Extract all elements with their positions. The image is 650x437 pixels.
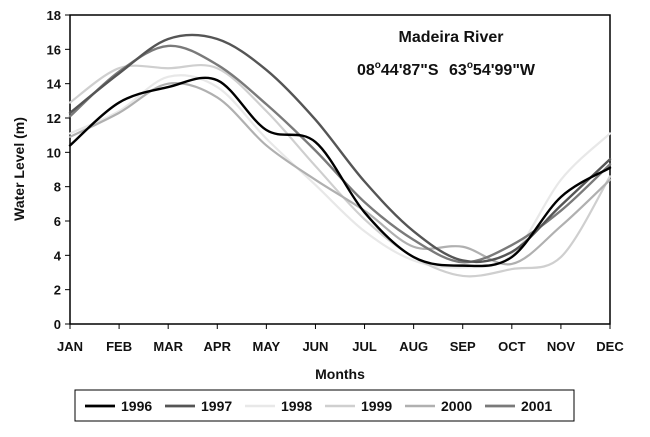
legend-label-1999: 1999 — [361, 398, 392, 414]
y-tick-label: 4 — [54, 248, 62, 263]
series-line-1998 — [68, 74, 612, 269]
coord-lon-minutes: 54'99"W — [473, 62, 536, 79]
coordinates-annotation: 08o44'87"S 63o54'99"W — [357, 60, 536, 79]
legend-label-2000: 2000 — [441, 398, 472, 414]
y-axis: 0 2 4 6 8 10 12 14 16 18 — [47, 8, 70, 332]
legend-label-1996: 1996 — [121, 398, 152, 414]
legend-label-1997: 1997 — [201, 398, 232, 414]
coord-lat-degrees: 08 — [357, 62, 375, 79]
x-tick-label: SEP — [450, 339, 476, 354]
plot-area — [69, 14, 611, 325]
coord-lon-degree-sign: o — [467, 60, 473, 71]
x-axis-title: Months — [315, 366, 365, 382]
river-name-annotation: Madeira River — [399, 29, 504, 46]
x-tick-label: MAY — [253, 339, 281, 354]
x-tick-label: APR — [204, 339, 232, 354]
y-tick-label: 16 — [47, 42, 61, 57]
y-axis-title: Water Level (m) — [11, 117, 27, 221]
x-tick-label: DEC — [596, 339, 624, 354]
y-tick-label: 8 — [54, 180, 61, 195]
x-tick-label: AUG — [399, 339, 428, 354]
y-tick-label: 12 — [47, 111, 61, 126]
x-tick-label: OCT — [498, 339, 526, 354]
series-line-2001 — [68, 44, 612, 264]
coord-lat-degree-sign: o — [375, 60, 381, 71]
series-line-1997 — [68, 33, 612, 264]
y-tick-label: 0 — [54, 317, 61, 332]
coord-lat-minutes: 44'87"S — [381, 62, 439, 79]
coord-lon-degrees: 63 — [449, 62, 467, 79]
series-line-1999 — [68, 63, 612, 278]
x-tick-label: JAN — [57, 339, 83, 354]
y-tick-label: 18 — [47, 8, 61, 23]
x-tick-label: FEB — [106, 339, 132, 354]
series-lines — [68, 33, 612, 278]
y-tick-label: 14 — [47, 77, 62, 92]
y-tick-label: 2 — [54, 283, 61, 298]
legend-label-1998: 1998 — [281, 398, 312, 414]
legend-label-2001: 2001 — [521, 398, 552, 414]
series-line-2000 — [68, 81, 612, 266]
x-axis: JAN FEB MAR APR MAY JUN JUL AUG SEP OCT NOV DEC — [57, 324, 624, 354]
y-tick-label: 10 — [47, 145, 61, 160]
x-tick-label: JUN — [302, 339, 328, 354]
x-tick-label: JUL — [352, 339, 377, 354]
legend: 1996 1997 1998 1999 2000 2001 — [85, 398, 552, 414]
x-tick-label: NOV — [547, 339, 576, 354]
series-line-1996 — [68, 76, 612, 268]
y-tick-label: 6 — [54, 214, 61, 229]
x-tick-label: MAR — [153, 339, 183, 354]
